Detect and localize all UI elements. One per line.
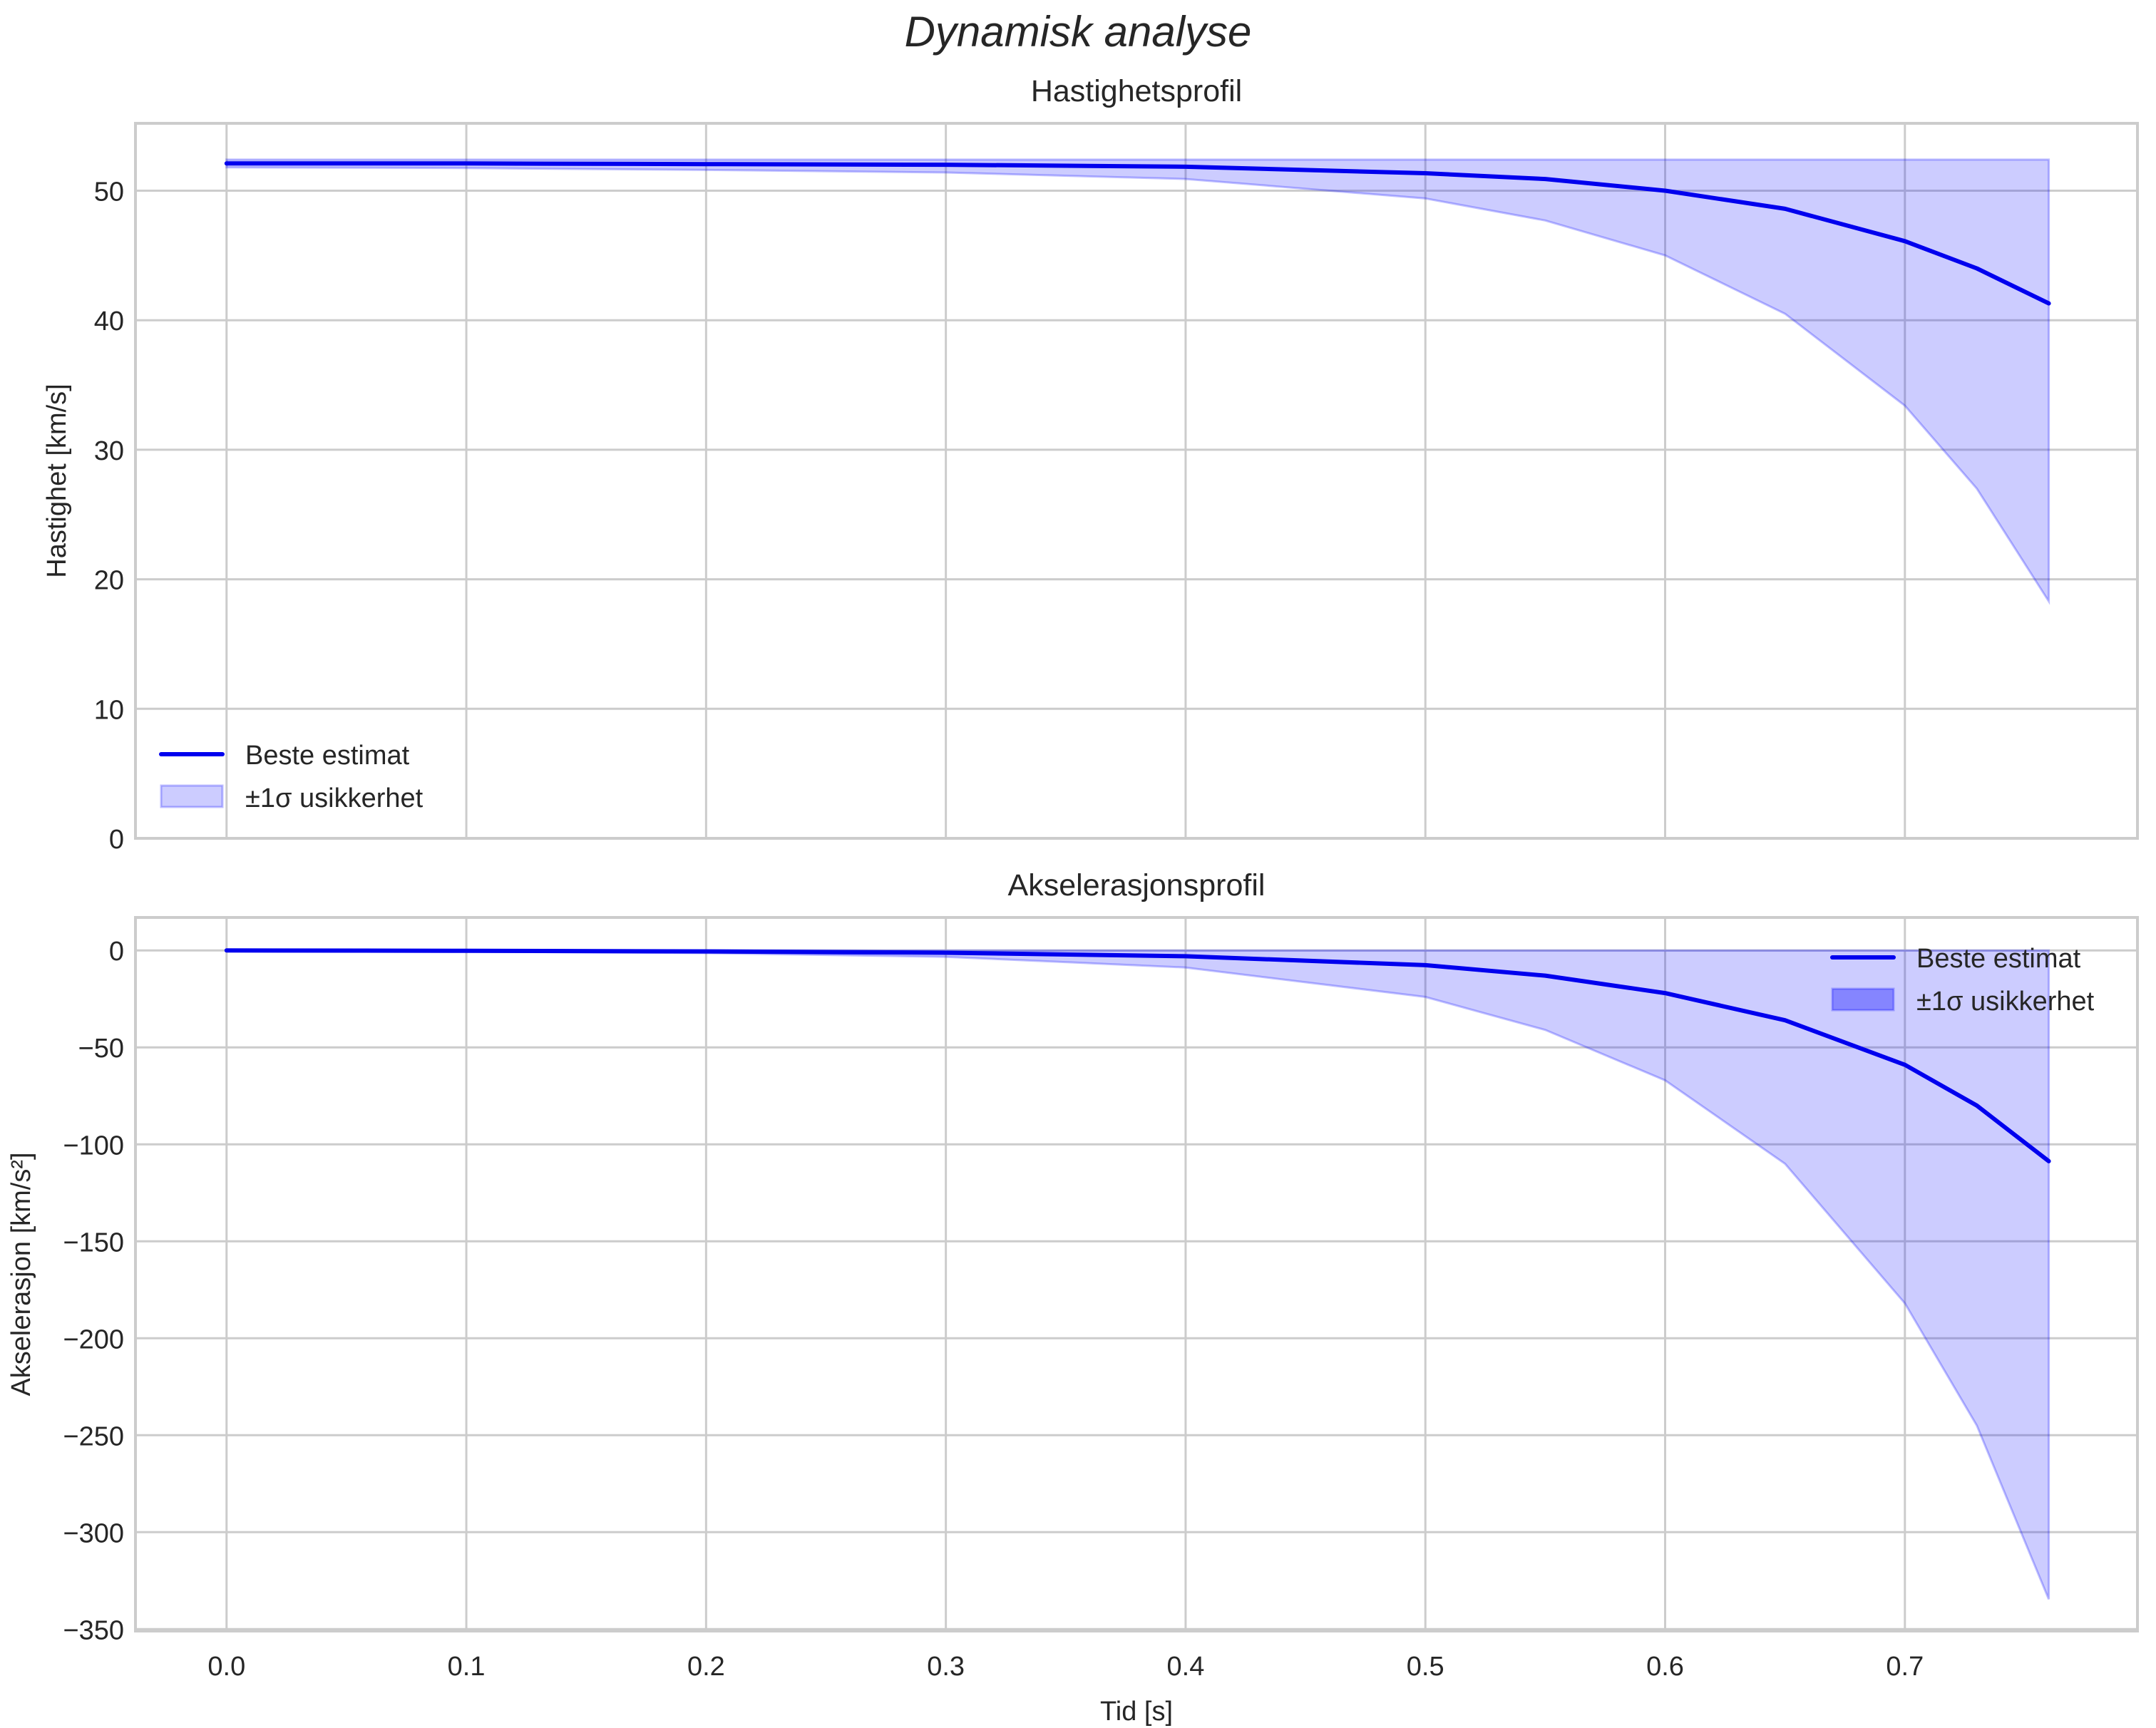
acceleration-axes: 0.0 0.1 0.2 0.3 0.4 0.5 0.6 0.7 0 −50 −100 −150 −200… bbox=[6, 916, 2139, 1727]
y-tick-label: −300 bbox=[63, 1518, 124, 1548]
plot-area bbox=[135, 917, 2137, 1631]
y-tick-label: −250 bbox=[63, 1421, 124, 1451]
legend-label-uncertainty: ±1σ usikkerhet bbox=[245, 783, 423, 813]
legend-label-uncertainty: ±1σ usikkerhet bbox=[1916, 987, 2095, 1017]
best-estimate-line bbox=[224, 161, 2051, 306]
acceleration-chart-title: Akselerasjonsprofil bbox=[1007, 868, 1266, 902]
uncertainty-band bbox=[225, 949, 2050, 1600]
legend-band-swatch bbox=[1831, 987, 1895, 1012]
y-tick-label: −100 bbox=[63, 1131, 124, 1161]
y-tick-label: 10 bbox=[94, 695, 124, 725]
best-estimate-line bbox=[224, 948, 2051, 1163]
figure-suptitle: Dynamisk analyse bbox=[904, 8, 1252, 56]
uncertainty-band bbox=[225, 158, 2050, 605]
y-axis-label: Akselerasjon [km/s²] bbox=[6, 1152, 36, 1396]
x-tick-label: 0.0 bbox=[207, 1652, 245, 1682]
y-tick-label: −350 bbox=[63, 1615, 124, 1645]
y-tick-label: 0 bbox=[109, 937, 124, 967]
legend: Beste estimat ±1σ usikkerhet bbox=[159, 741, 423, 813]
y-tick-label: −50 bbox=[78, 1034, 124, 1064]
legend-label-estimate: Beste estimat bbox=[1916, 944, 2081, 974]
y-tick-label: 30 bbox=[94, 436, 124, 466]
legend: Beste estimat ±1σ usikkerhet bbox=[1830, 944, 2095, 1017]
velocity-axes: 0 10 20 30 40 50 Hastighet [km/s] Beste estimat… bbox=[42, 122, 2139, 855]
axes-frame bbox=[134, 916, 2139, 1632]
x-tick-label: 0.2 bbox=[687, 1652, 725, 1682]
y-tick-label: −150 bbox=[63, 1228, 124, 1258]
y-tick-label: 40 bbox=[94, 307, 124, 336]
y-tick-label: 20 bbox=[94, 566, 124, 596]
y-tick-label: −200 bbox=[63, 1325, 124, 1354]
legend-label-estimate: Beste estimat bbox=[245, 741, 410, 771]
x-tick-label: 0.6 bbox=[1646, 1652, 1684, 1682]
x-tick-label: 0.7 bbox=[1886, 1652, 1924, 1682]
y-tick-label: 50 bbox=[94, 177, 124, 207]
velocity-chart-title: Hastighetsprofil bbox=[1030, 74, 1243, 108]
x-axis-label: Tid [s] bbox=[1100, 1697, 1173, 1727]
y-tick-label: 0 bbox=[109, 825, 124, 855]
legend-band-swatch bbox=[160, 784, 224, 808]
plot-area bbox=[135, 123, 2137, 838]
x-tick-label: 0.5 bbox=[1407, 1652, 1444, 1682]
x-tick-label: 0.4 bbox=[1167, 1652, 1205, 1682]
x-tick-label: 0.1 bbox=[448, 1652, 486, 1682]
axes-frame bbox=[134, 122, 2139, 840]
y-axis-label: Hastighet [km/s] bbox=[42, 384, 72, 577]
x-tick-label: 0.3 bbox=[927, 1652, 965, 1682]
